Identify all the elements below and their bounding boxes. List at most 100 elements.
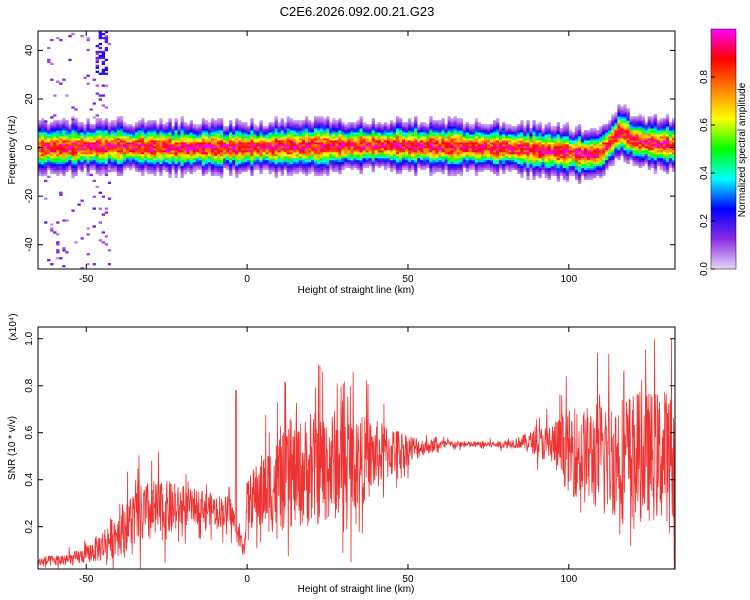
heatmap-cell [74,153,78,157]
heatmap-cell [605,159,609,163]
heatmap-cell [383,142,388,145]
heatmap-cell [286,128,291,131]
heatmap-cell [62,219,66,222]
heatmap-cell [77,167,81,171]
heatmap-cell [347,128,351,131]
heatmap-cell [229,142,233,145]
heatmap-cell [350,167,354,171]
heatmap-cell [204,140,209,143]
heatmap-cell [574,150,579,153]
heatmap-cell [50,171,54,175]
heatmap-cell [147,155,151,159]
heatmap-cell [98,140,102,143]
heatmap-cell [359,126,363,129]
heatmap-cell [359,169,363,173]
heatmap-cell [289,122,294,125]
heatmap-cell [271,167,275,171]
heatmap-cell [344,151,348,155]
heatmap-cell [295,132,300,135]
heatmap-cell [459,159,463,163]
heatmap-cell [116,120,121,123]
heatmap-cell [562,138,567,141]
heatmap-cell [74,140,78,143]
heatmap-cell [526,122,530,125]
heatmap-cell [547,173,551,177]
heatmap-cell [508,169,512,173]
heatmap-cell [562,165,567,169]
heatmap-cell [574,161,579,165]
heatmap-cell [207,157,212,161]
heatmap-cell [565,130,570,133]
heatmap-cell [362,130,366,133]
heatmap-cell [398,138,403,141]
heatmap-cell [317,126,321,129]
heatmap-cell [465,163,470,167]
heatmap-cell [311,138,315,141]
heatmap-cell [568,159,573,163]
heatmap-cell [256,157,260,161]
heatmap-cell [320,118,324,121]
heatmap-cell [483,146,488,149]
heatmap-cell [320,169,324,173]
heatmap-cell [220,124,224,127]
heatmap-cell [332,150,336,153]
heatmap-cell [499,151,503,155]
heatmap-cell [320,132,324,135]
heatmap-cell [456,140,460,143]
heatmap-cell [344,128,348,131]
heatmap-cell [502,138,506,141]
heatmap-cell [332,142,336,145]
heatmap-cell [338,122,342,125]
heatmap-cell [271,136,275,139]
heatmap-cell [89,128,93,131]
heatmap-cell [226,138,230,141]
heatmap-cell [423,142,427,145]
heatmap-cell [177,167,181,171]
heatmap-cell [386,155,391,159]
heatmap-cell [259,144,263,147]
heatmap-cell [44,163,48,167]
heatmap-cell [453,142,457,145]
heatmap-cell [568,151,573,155]
heatmap-cell [247,167,251,171]
heatmap-cell [38,134,42,137]
heatmap-cell [402,132,406,135]
heatmap-cell [368,124,372,127]
heatmap-cell [116,169,121,173]
heatmap-cell [450,138,454,141]
heatmap-cell [311,124,315,127]
heatmap-cell [150,138,154,141]
heatmap-cell [286,153,291,157]
heatmap-cell [83,153,87,157]
heatmap-cell [480,161,485,165]
heatmap-cell [125,163,130,167]
heatmap-cell [326,146,330,149]
heatmap-cell [556,161,561,165]
heatmap-cell [59,134,63,137]
heatmap-cell [577,155,582,159]
heatmap-cell [59,161,63,165]
heatmap-cell [371,130,375,133]
heatmap-cell [311,150,315,153]
heatmap-cell [268,146,272,149]
heatmap-cell [271,144,275,147]
heatmap-cell [580,157,585,161]
heatmap-cell [147,130,151,133]
heatmap-cell [395,165,400,169]
heatmap-cell [429,167,433,171]
heatmap-cell [159,148,163,151]
heatmap-cell [292,124,297,127]
heatmap-cell [220,134,224,137]
heatmap-cell [414,124,418,127]
heatmap-cell [235,140,239,143]
heatmap-cell [311,155,315,159]
heatmap-cell [204,167,209,171]
heatmap-cell [311,148,315,151]
heatmap-cell [220,155,224,159]
heatmap-cell [474,165,479,169]
heatmap-cell [392,128,397,131]
heatmap-cell [392,146,397,149]
heatmap-cell [177,155,181,159]
heatmap-cell [514,140,518,143]
heatmap-cell [471,138,476,141]
